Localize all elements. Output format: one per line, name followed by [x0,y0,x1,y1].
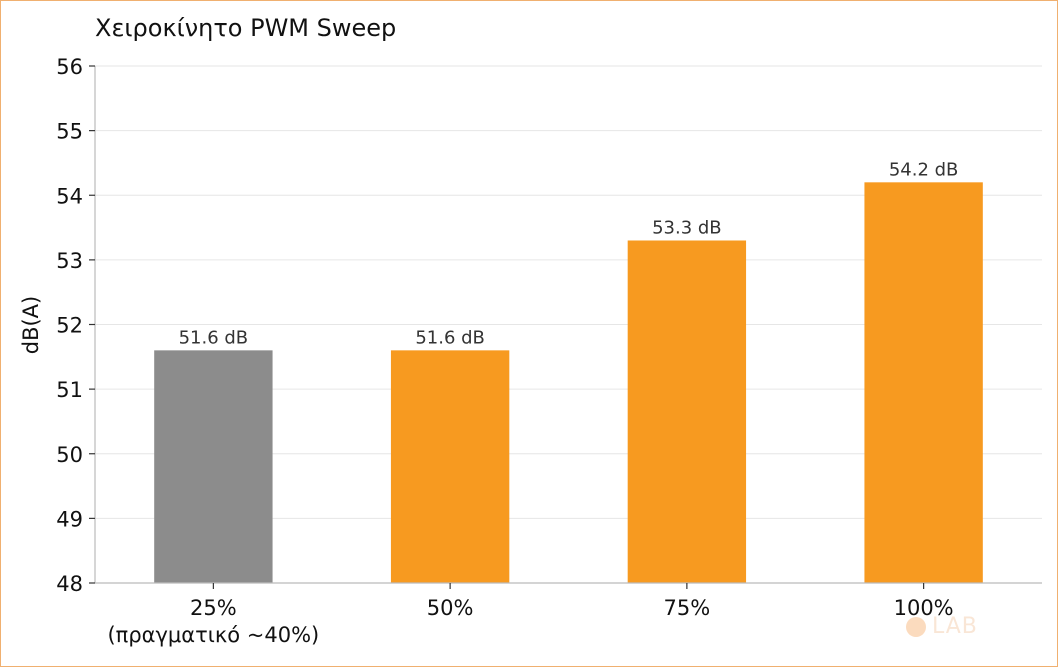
data-label: 51.6 dB [415,327,485,348]
y-tick-label: 50 [56,443,83,467]
x-tick-label: 100% [894,596,954,620]
y-tick-label: 51 [56,378,83,402]
bar [154,350,273,583]
y-tick-label: 54 [56,184,83,208]
watermark-text: LAB [932,614,978,639]
x-tick-label: 25% [190,596,237,620]
y-tick-label: 53 [56,249,83,273]
bar [864,182,983,583]
data-label: 51.6 dB [179,327,249,348]
x-tick-label: 75% [664,596,711,620]
y-ticks: 48 49 50 51 52 53 54 55 56 [56,55,95,596]
x-ticks: 25% (πραγματικό ~40%) 50% 75% 100% [107,583,954,647]
y-tick-label: 49 [56,507,83,531]
y-tick-label: 56 [56,55,83,79]
data-label: 53.3 dB [652,217,722,238]
chart-title: Χειροκίνητο PWM Sweep [95,14,396,42]
x-tick-label: (πραγματικό ~40%) [107,623,319,647]
data-labels: 51.6 dB 51.6 dB 53.3 dB 54.2 dB [179,159,959,348]
y-axis-label: dB(A) [19,296,43,355]
watermark-logo-icon [906,616,926,637]
bar [390,350,510,583]
data-label: 54.2 dB [889,159,959,180]
watermark: LAB [906,614,978,639]
y-tick-label: 52 [56,314,83,338]
bars [154,182,983,584]
y-tick-label: 55 [56,120,83,144]
bar [627,240,747,584]
y-tick-label: 48 [56,572,83,596]
x-tick-label: 50% [427,596,474,620]
